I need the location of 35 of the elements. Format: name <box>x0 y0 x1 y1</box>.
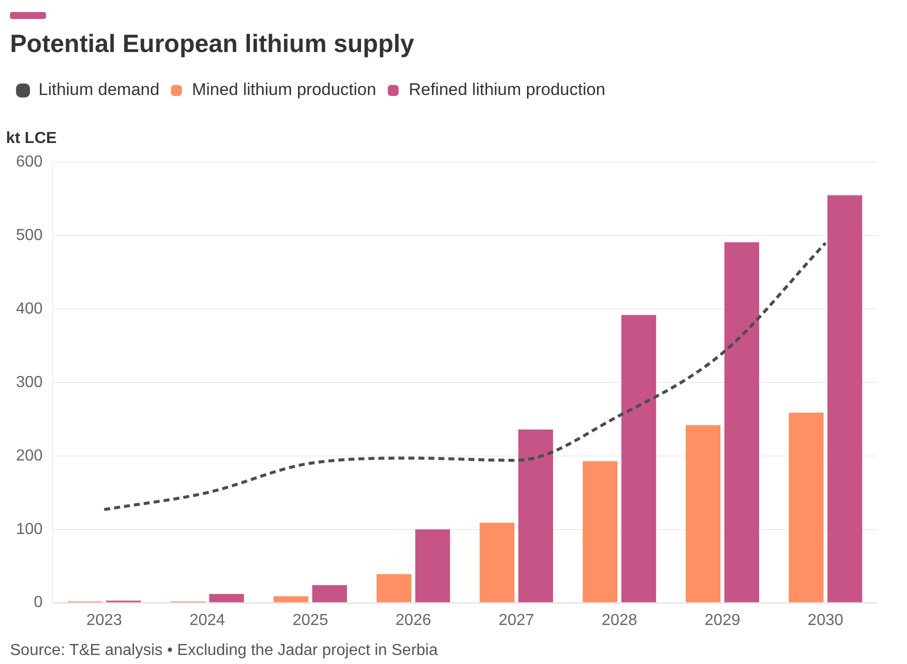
bar <box>827 195 862 602</box>
bar <box>376 574 412 602</box>
bar <box>621 314 656 602</box>
legend-label: Mined lithium production <box>192 80 376 100</box>
bar <box>724 242 760 602</box>
y-tick-label: 500 <box>16 227 43 244</box>
y-tick-label: 400 <box>16 300 43 318</box>
x-tick-label: 2026 <box>396 612 432 629</box>
x-tick-label: 2024 <box>189 612 226 629</box>
y-tick-label: 200 <box>16 447 43 464</box>
bar <box>686 425 721 602</box>
bar <box>415 529 450 602</box>
x-tick-label: 2029 <box>704 612 740 629</box>
bar <box>582 461 618 602</box>
y-tick-label: 300 <box>16 374 43 391</box>
x-tick-label: 2030 <box>808 612 844 629</box>
chart-title: Potential European lithium supply <box>10 30 414 59</box>
bar <box>209 594 244 602</box>
y-axis-title: kt LCE <box>6 130 57 148</box>
x-tick-label: 2028 <box>602 612 638 629</box>
bar <box>518 430 554 602</box>
source-note: Source: T&E analysis • Excluding the Jadar project in Serbia <box>10 642 438 660</box>
bar <box>788 412 824 602</box>
bar <box>480 522 514 602</box>
bar <box>312 585 347 602</box>
legend-label: Refined lithium production <box>408 80 606 100</box>
y-tick-label: 0 <box>34 594 43 612</box>
line-series <box>102 241 827 512</box>
bar <box>274 596 308 602</box>
legend-label: Lithium demand <box>38 80 160 100</box>
x-tick-label: 2027 <box>498 612 534 629</box>
x-tick-label: 2025 <box>292 612 328 629</box>
x-tick-label: 2023 <box>86 612 122 629</box>
y-tick-label: 600 <box>16 154 43 171</box>
y-tick-label: 100 <box>16 520 43 538</box>
